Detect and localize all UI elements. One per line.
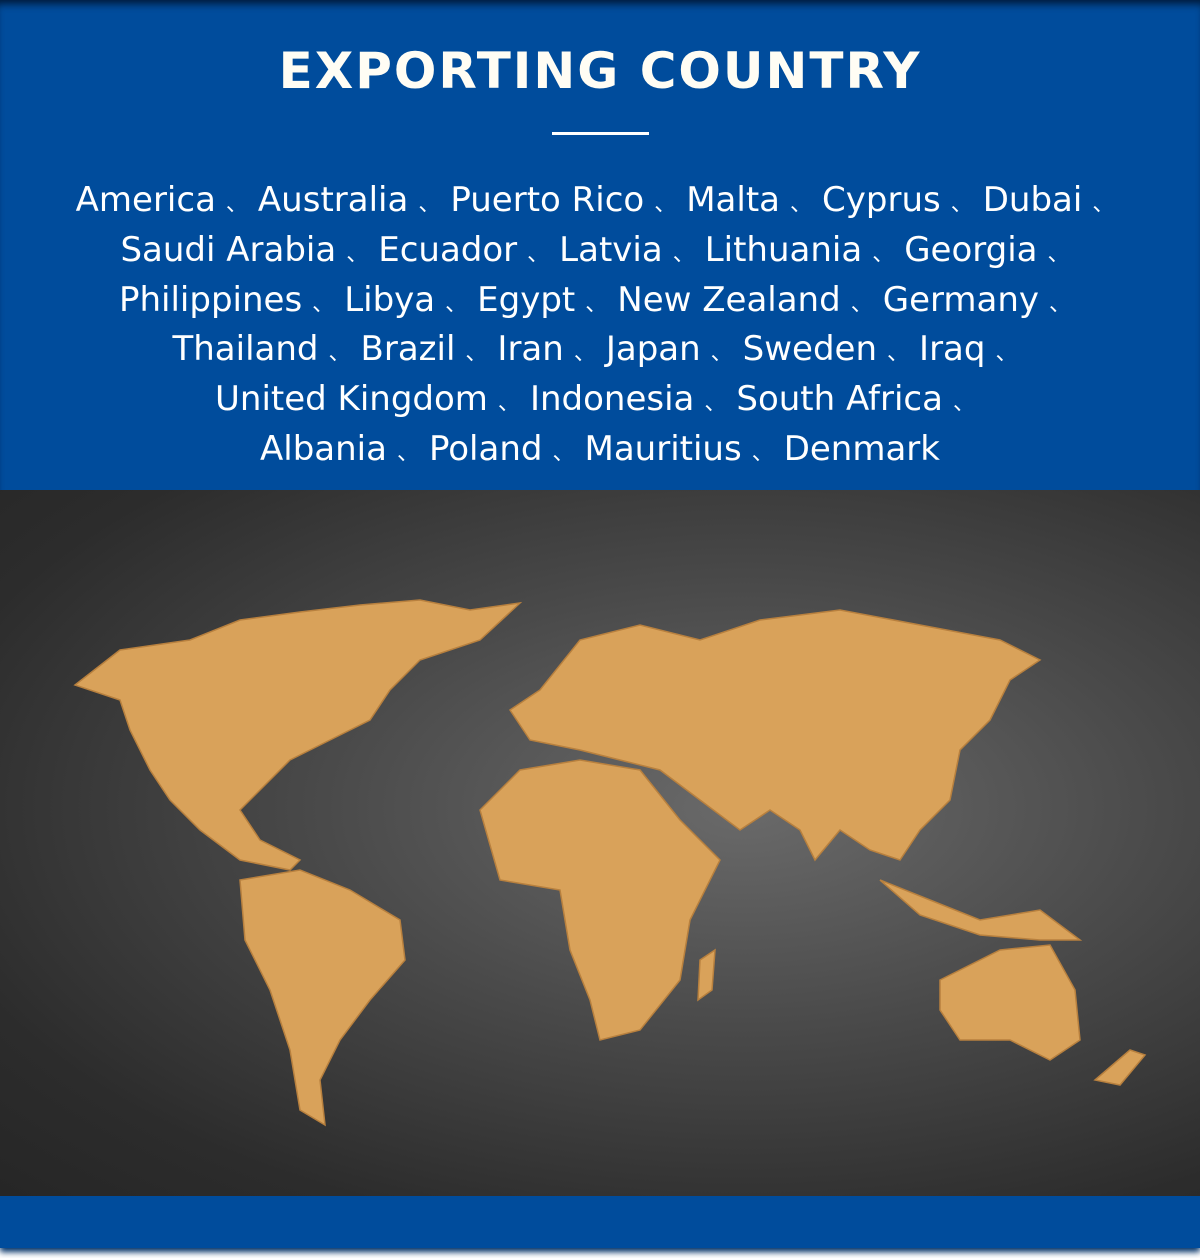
country-name: South Africa <box>736 379 943 420</box>
country-name: America <box>75 180 216 220</box>
country-separator: 、 <box>887 341 910 367</box>
country-name: Brazil <box>360 329 456 370</box>
country-name: Egypt <box>477 279 576 320</box>
footer-bar <box>0 1196 1200 1248</box>
header-section: EXPORTING COUNTRY America 、 Australia 、 Puer… <box>0 0 1200 490</box>
country-separator: 、 <box>527 241 550 267</box>
country-name: Cyprus <box>822 180 941 220</box>
country-separator: 、 <box>1092 192 1115 217</box>
country-separator: 、 <box>312 291 335 317</box>
south-america <box>239 869 406 1127</box>
north-america <box>73 599 523 871</box>
country-row: Albania 、 Poland 、 Mauritius 、 Denmark <box>0 427 1200 477</box>
southeast-asia-islands <box>879 879 1083 941</box>
country-name: Dubai <box>982 180 1083 220</box>
country-name: Indonesia <box>529 379 695 420</box>
country-name: Iraq <box>919 329 986 370</box>
country-name: United Kingdom <box>215 379 488 420</box>
country-name: Georgia <box>904 229 1038 270</box>
country-name: Latvia <box>559 229 663 270</box>
country-name: Thailand <box>172 329 319 370</box>
country-separator: 、 <box>952 391 975 417</box>
country-name: New Zealand <box>617 279 841 320</box>
country-name: Japan <box>605 329 701 370</box>
country-name: Libya <box>344 279 436 320</box>
country-separator: 、 <box>225 192 248 217</box>
country-separator: 、 <box>552 440 575 466</box>
madagascar <box>697 948 716 1002</box>
country-name: Australia <box>257 180 409 220</box>
country-name: Denmark <box>783 428 940 469</box>
world-map-illustration <box>73 599 1147 1127</box>
country-separator: 、 <box>465 341 488 367</box>
country-separator: 、 <box>573 341 596 367</box>
country-separator: 、 <box>672 241 695 267</box>
country-row: United Kingdom 、 Indonesia 、 South Africa 、 <box>0 377 1200 427</box>
country-name: Saudi Arabia <box>120 229 337 270</box>
world-map-image <box>0 490 1200 1196</box>
country-name: Poland <box>428 428 543 469</box>
country-name: Iran <box>497 329 564 370</box>
new-zealand <box>1093 1049 1147 1086</box>
country-separator: 、 <box>346 241 369 267</box>
country-list: America 、 Australia 、 Puerto Rico 、 Malta 、 Cypr… <box>0 178 1200 477</box>
country-name: Malta <box>686 180 781 220</box>
country-separator: 、 <box>654 192 677 217</box>
country-separator: 、 <box>1047 241 1070 267</box>
page-title: EXPORTING COUNTRY <box>278 42 922 100</box>
country-name: Ecuador <box>378 229 518 270</box>
country-row: Philippines 、 Libya 、 Egypt 、 New Zealand 、 Germ… <box>0 278 1200 328</box>
country-separator: 、 <box>751 440 774 466</box>
country-name: Puerto Rico <box>450 180 645 220</box>
country-separator: 、 <box>790 192 813 217</box>
europe-asia <box>508 609 1042 862</box>
country-separator: 、 <box>704 391 727 417</box>
country-separator: 、 <box>850 291 873 317</box>
country-row: Saudi Arabia 、 Ecuador 、 Latvia 、 Lithuania 、 Ge… <box>0 228 1200 278</box>
country-separator: 、 <box>585 291 608 317</box>
country-name: Germany <box>882 279 1039 320</box>
country-separator: 、 <box>328 341 351 367</box>
title-divider <box>552 132 649 135</box>
country-separator: 、 <box>950 192 973 217</box>
country-name: Albania <box>260 428 387 469</box>
country-row: Thailand 、 Brazil 、 Iran 、 Japan 、 Sweden 、 Iraq 、 <box>0 327 1200 377</box>
country-name: Philippines <box>118 279 303 320</box>
country-name: Sweden <box>742 329 878 370</box>
country-separator: 、 <box>396 440 419 466</box>
country-separator: 、 <box>1049 291 1072 317</box>
country-name: Lithuania <box>704 229 863 270</box>
country-separator: 、 <box>418 192 441 217</box>
country-row: America 、 Australia 、 Puerto Rico 、 Malta 、 Cypr… <box>0 178 1200 228</box>
country-separator: 、 <box>710 341 733 367</box>
country-name: Mauritius <box>584 428 742 469</box>
country-separator: 、 <box>497 391 520 417</box>
africa <box>479 759 721 1041</box>
australia <box>939 944 1081 1061</box>
country-separator: 、 <box>995 341 1018 367</box>
country-separator: 、 <box>872 241 895 267</box>
country-separator: 、 <box>445 291 468 317</box>
